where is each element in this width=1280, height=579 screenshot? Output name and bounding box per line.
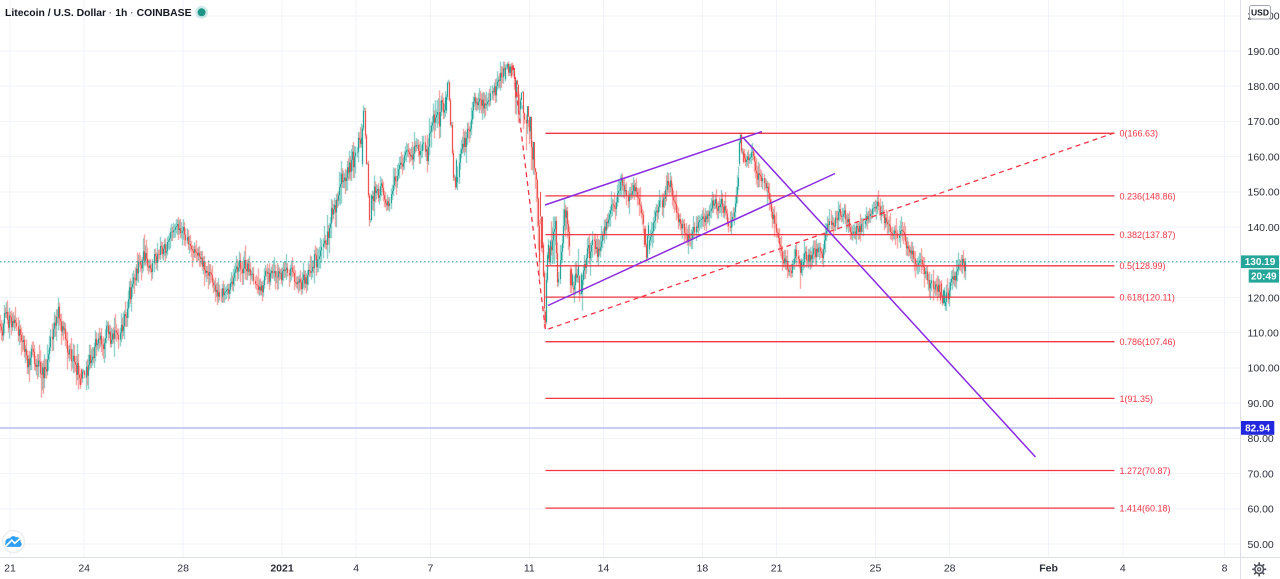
svg-text:0.236(148.86): 0.236(148.86) xyxy=(1120,191,1176,201)
svg-text:80.00: 80.00 xyxy=(1248,433,1274,445)
svg-text:0.618(120.11): 0.618(120.11) xyxy=(1120,293,1175,303)
svg-text:1.414(60.18): 1.414(60.18) xyxy=(1120,504,1171,514)
svg-text:0.786(107.46): 0.786(107.46) xyxy=(1120,337,1176,347)
svg-text:130.19: 130.19 xyxy=(1245,257,1276,268)
svg-text:180.00: 180.00 xyxy=(1248,81,1280,93)
svg-text:21: 21 xyxy=(771,563,783,575)
svg-text:90.00: 90.00 xyxy=(1248,398,1274,410)
svg-text:0.382(137.87): 0.382(137.87) xyxy=(1120,230,1176,240)
svg-text:28: 28 xyxy=(944,563,956,575)
svg-text:4: 4 xyxy=(353,563,359,575)
svg-text:170.00: 170.00 xyxy=(1248,116,1280,128)
svg-text:1(91.35): 1(91.35) xyxy=(1120,394,1154,404)
svg-text:110.00: 110.00 xyxy=(1248,328,1279,340)
svg-text:14: 14 xyxy=(598,563,610,575)
svg-text:60.00: 60.00 xyxy=(1248,504,1274,516)
svg-text:20:49: 20:49 xyxy=(1251,272,1277,283)
svg-text:0(166.63): 0(166.63) xyxy=(1120,129,1159,139)
svg-text:Litecoin / U.S. Dollar · 1h ·: Litecoin / U.S. Dollar · 1h · COINBASE xyxy=(5,8,192,19)
svg-text:Feb: Feb xyxy=(1039,563,1058,575)
svg-text:4: 4 xyxy=(1120,563,1126,575)
svg-text:2021: 2021 xyxy=(270,563,294,575)
svg-text:120.00: 120.00 xyxy=(1248,292,1280,304)
svg-text:11: 11 xyxy=(524,563,535,575)
svg-text:8: 8 xyxy=(1222,563,1228,575)
svg-text:24: 24 xyxy=(78,563,90,575)
svg-text:28: 28 xyxy=(177,563,189,575)
svg-text:USD: USD xyxy=(1251,8,1269,18)
svg-text:18: 18 xyxy=(697,563,709,575)
svg-text:1.272(70.87): 1.272(70.87) xyxy=(1120,466,1171,476)
svg-text:21: 21 xyxy=(4,563,16,575)
svg-text:160.00: 160.00 xyxy=(1248,151,1280,163)
svg-text:150.00: 150.00 xyxy=(1248,187,1280,199)
svg-text:50.00: 50.00 xyxy=(1248,539,1274,551)
svg-text:0.5(128.99): 0.5(128.99) xyxy=(1120,261,1166,271)
svg-text:82.94: 82.94 xyxy=(1245,424,1270,435)
svg-text:140.00: 140.00 xyxy=(1248,222,1280,234)
svg-text:100.00: 100.00 xyxy=(1248,363,1280,375)
svg-text:25: 25 xyxy=(870,563,882,575)
svg-text:7: 7 xyxy=(427,563,433,575)
svg-text:70.00: 70.00 xyxy=(1248,468,1274,480)
svg-text:190.00: 190.00 xyxy=(1248,46,1280,58)
